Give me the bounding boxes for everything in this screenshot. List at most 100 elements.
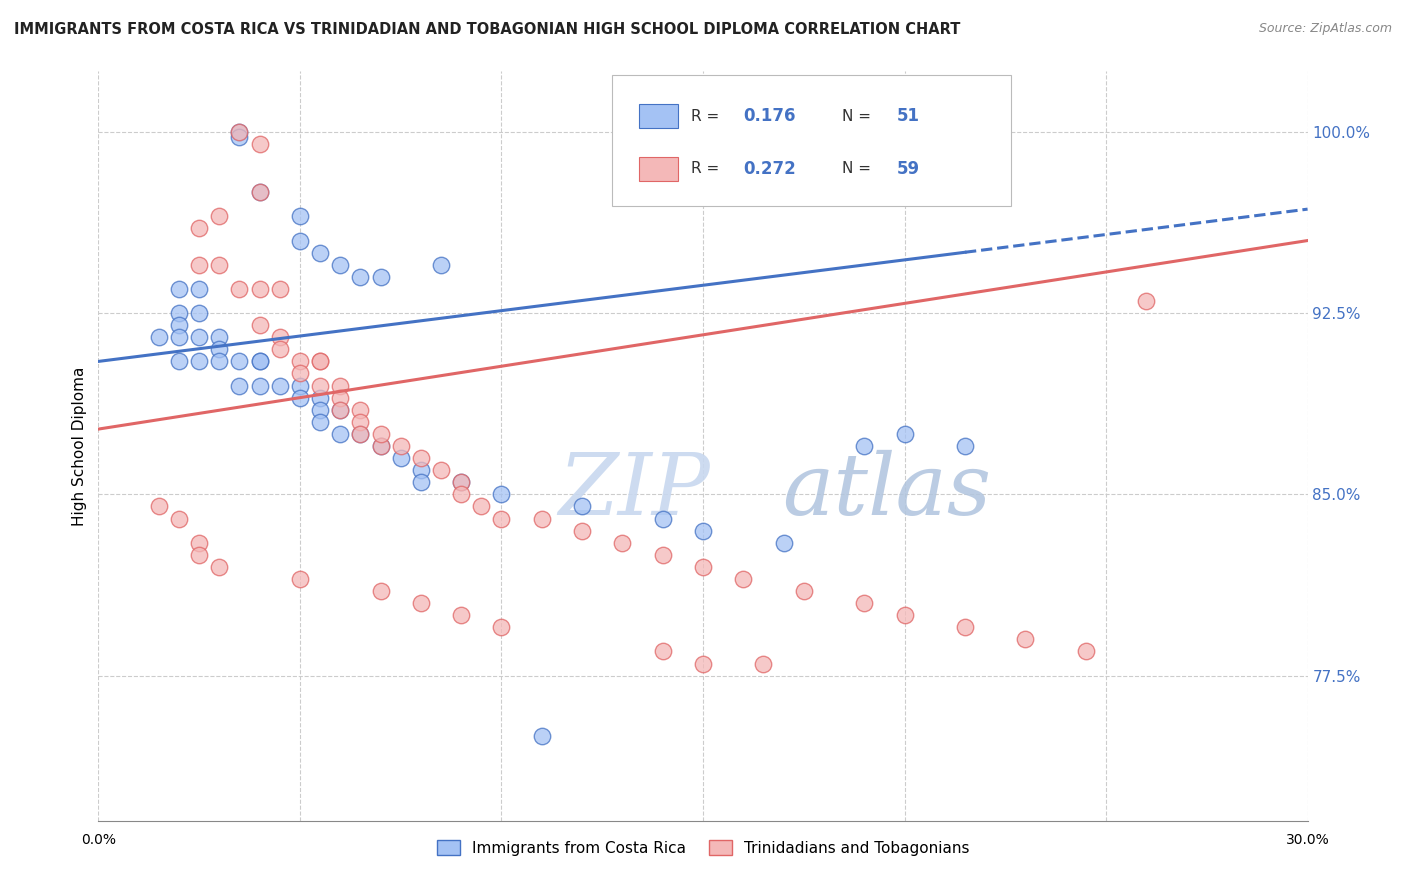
- Point: [692, 657, 714, 671]
- Point: [329, 426, 352, 441]
- Text: 51: 51: [897, 107, 920, 125]
- Point: [370, 269, 392, 284]
- Point: [288, 391, 311, 405]
- Text: 59: 59: [897, 160, 920, 178]
- Point: [288, 234, 311, 248]
- Point: [288, 378, 311, 392]
- Point: [612, 535, 634, 549]
- Point: [309, 402, 332, 417]
- Point: [329, 258, 352, 272]
- Point: [893, 426, 915, 441]
- Bar: [638, 157, 678, 181]
- Point: [249, 318, 271, 333]
- Text: R =: R =: [690, 109, 724, 124]
- Point: [491, 511, 513, 525]
- Point: [1135, 293, 1157, 308]
- Text: N =: N =: [842, 161, 876, 177]
- FancyBboxPatch shape: [613, 75, 1011, 206]
- Point: [249, 354, 271, 368]
- Point: [269, 330, 291, 344]
- Text: 30.0%: 30.0%: [1285, 833, 1330, 847]
- Point: [389, 439, 412, 453]
- Point: [491, 487, 513, 501]
- Point: [349, 426, 371, 441]
- Point: [148, 330, 170, 344]
- Point: [309, 415, 332, 429]
- Point: [793, 584, 815, 599]
- Point: [188, 354, 211, 368]
- Point: [853, 439, 876, 453]
- Point: [329, 402, 352, 417]
- Point: [329, 391, 352, 405]
- Point: [450, 608, 472, 623]
- Point: [651, 548, 673, 562]
- Point: [188, 535, 211, 549]
- Point: [249, 185, 271, 199]
- Point: [228, 129, 250, 144]
- Point: [733, 572, 755, 586]
- Point: [450, 475, 472, 490]
- Point: [288, 210, 311, 224]
- Point: [228, 354, 250, 368]
- Point: [772, 535, 794, 549]
- Point: [167, 306, 190, 320]
- Point: [249, 282, 271, 296]
- Point: [370, 426, 392, 441]
- Point: [188, 548, 211, 562]
- Point: [491, 620, 513, 634]
- Point: [692, 559, 714, 574]
- Point: [409, 596, 432, 610]
- Point: [1074, 644, 1097, 658]
- Text: atlas: atlas: [782, 450, 991, 533]
- Point: [430, 463, 453, 477]
- Point: [309, 391, 332, 405]
- Point: [228, 282, 250, 296]
- Text: 0.0%: 0.0%: [82, 833, 115, 847]
- Point: [288, 572, 311, 586]
- Point: [228, 125, 250, 139]
- Point: [349, 426, 371, 441]
- Point: [530, 729, 553, 743]
- Point: [430, 258, 453, 272]
- Point: [450, 475, 472, 490]
- Text: 0.272: 0.272: [742, 160, 796, 178]
- Point: [893, 608, 915, 623]
- Point: [309, 354, 332, 368]
- Point: [329, 378, 352, 392]
- Point: [228, 378, 250, 392]
- Point: [692, 524, 714, 538]
- Point: [389, 451, 412, 466]
- Point: [249, 378, 271, 392]
- Point: [208, 258, 231, 272]
- Point: [167, 282, 190, 296]
- Point: [208, 330, 231, 344]
- Point: [269, 378, 291, 392]
- Point: [349, 269, 371, 284]
- Point: [953, 620, 976, 634]
- Point: [167, 318, 190, 333]
- Point: [249, 136, 271, 151]
- Point: [370, 439, 392, 453]
- Point: [167, 330, 190, 344]
- Point: [188, 282, 211, 296]
- Text: ZIP: ZIP: [558, 450, 710, 533]
- Point: [470, 500, 492, 514]
- Point: [188, 306, 211, 320]
- Point: [167, 511, 190, 525]
- Point: [571, 524, 593, 538]
- Legend: Immigrants from Costa Rica, Trinidadians and Tobagonians: Immigrants from Costa Rica, Trinidadians…: [430, 833, 976, 862]
- Point: [269, 343, 291, 357]
- Point: [208, 210, 231, 224]
- Point: [370, 584, 392, 599]
- Point: [752, 657, 775, 671]
- Point: [309, 245, 332, 260]
- Point: [571, 500, 593, 514]
- Point: [1014, 632, 1036, 647]
- Text: R =: R =: [690, 161, 724, 177]
- Point: [853, 596, 876, 610]
- Point: [309, 354, 332, 368]
- Point: [530, 511, 553, 525]
- Point: [349, 402, 371, 417]
- Point: [148, 500, 170, 514]
- Point: [288, 367, 311, 381]
